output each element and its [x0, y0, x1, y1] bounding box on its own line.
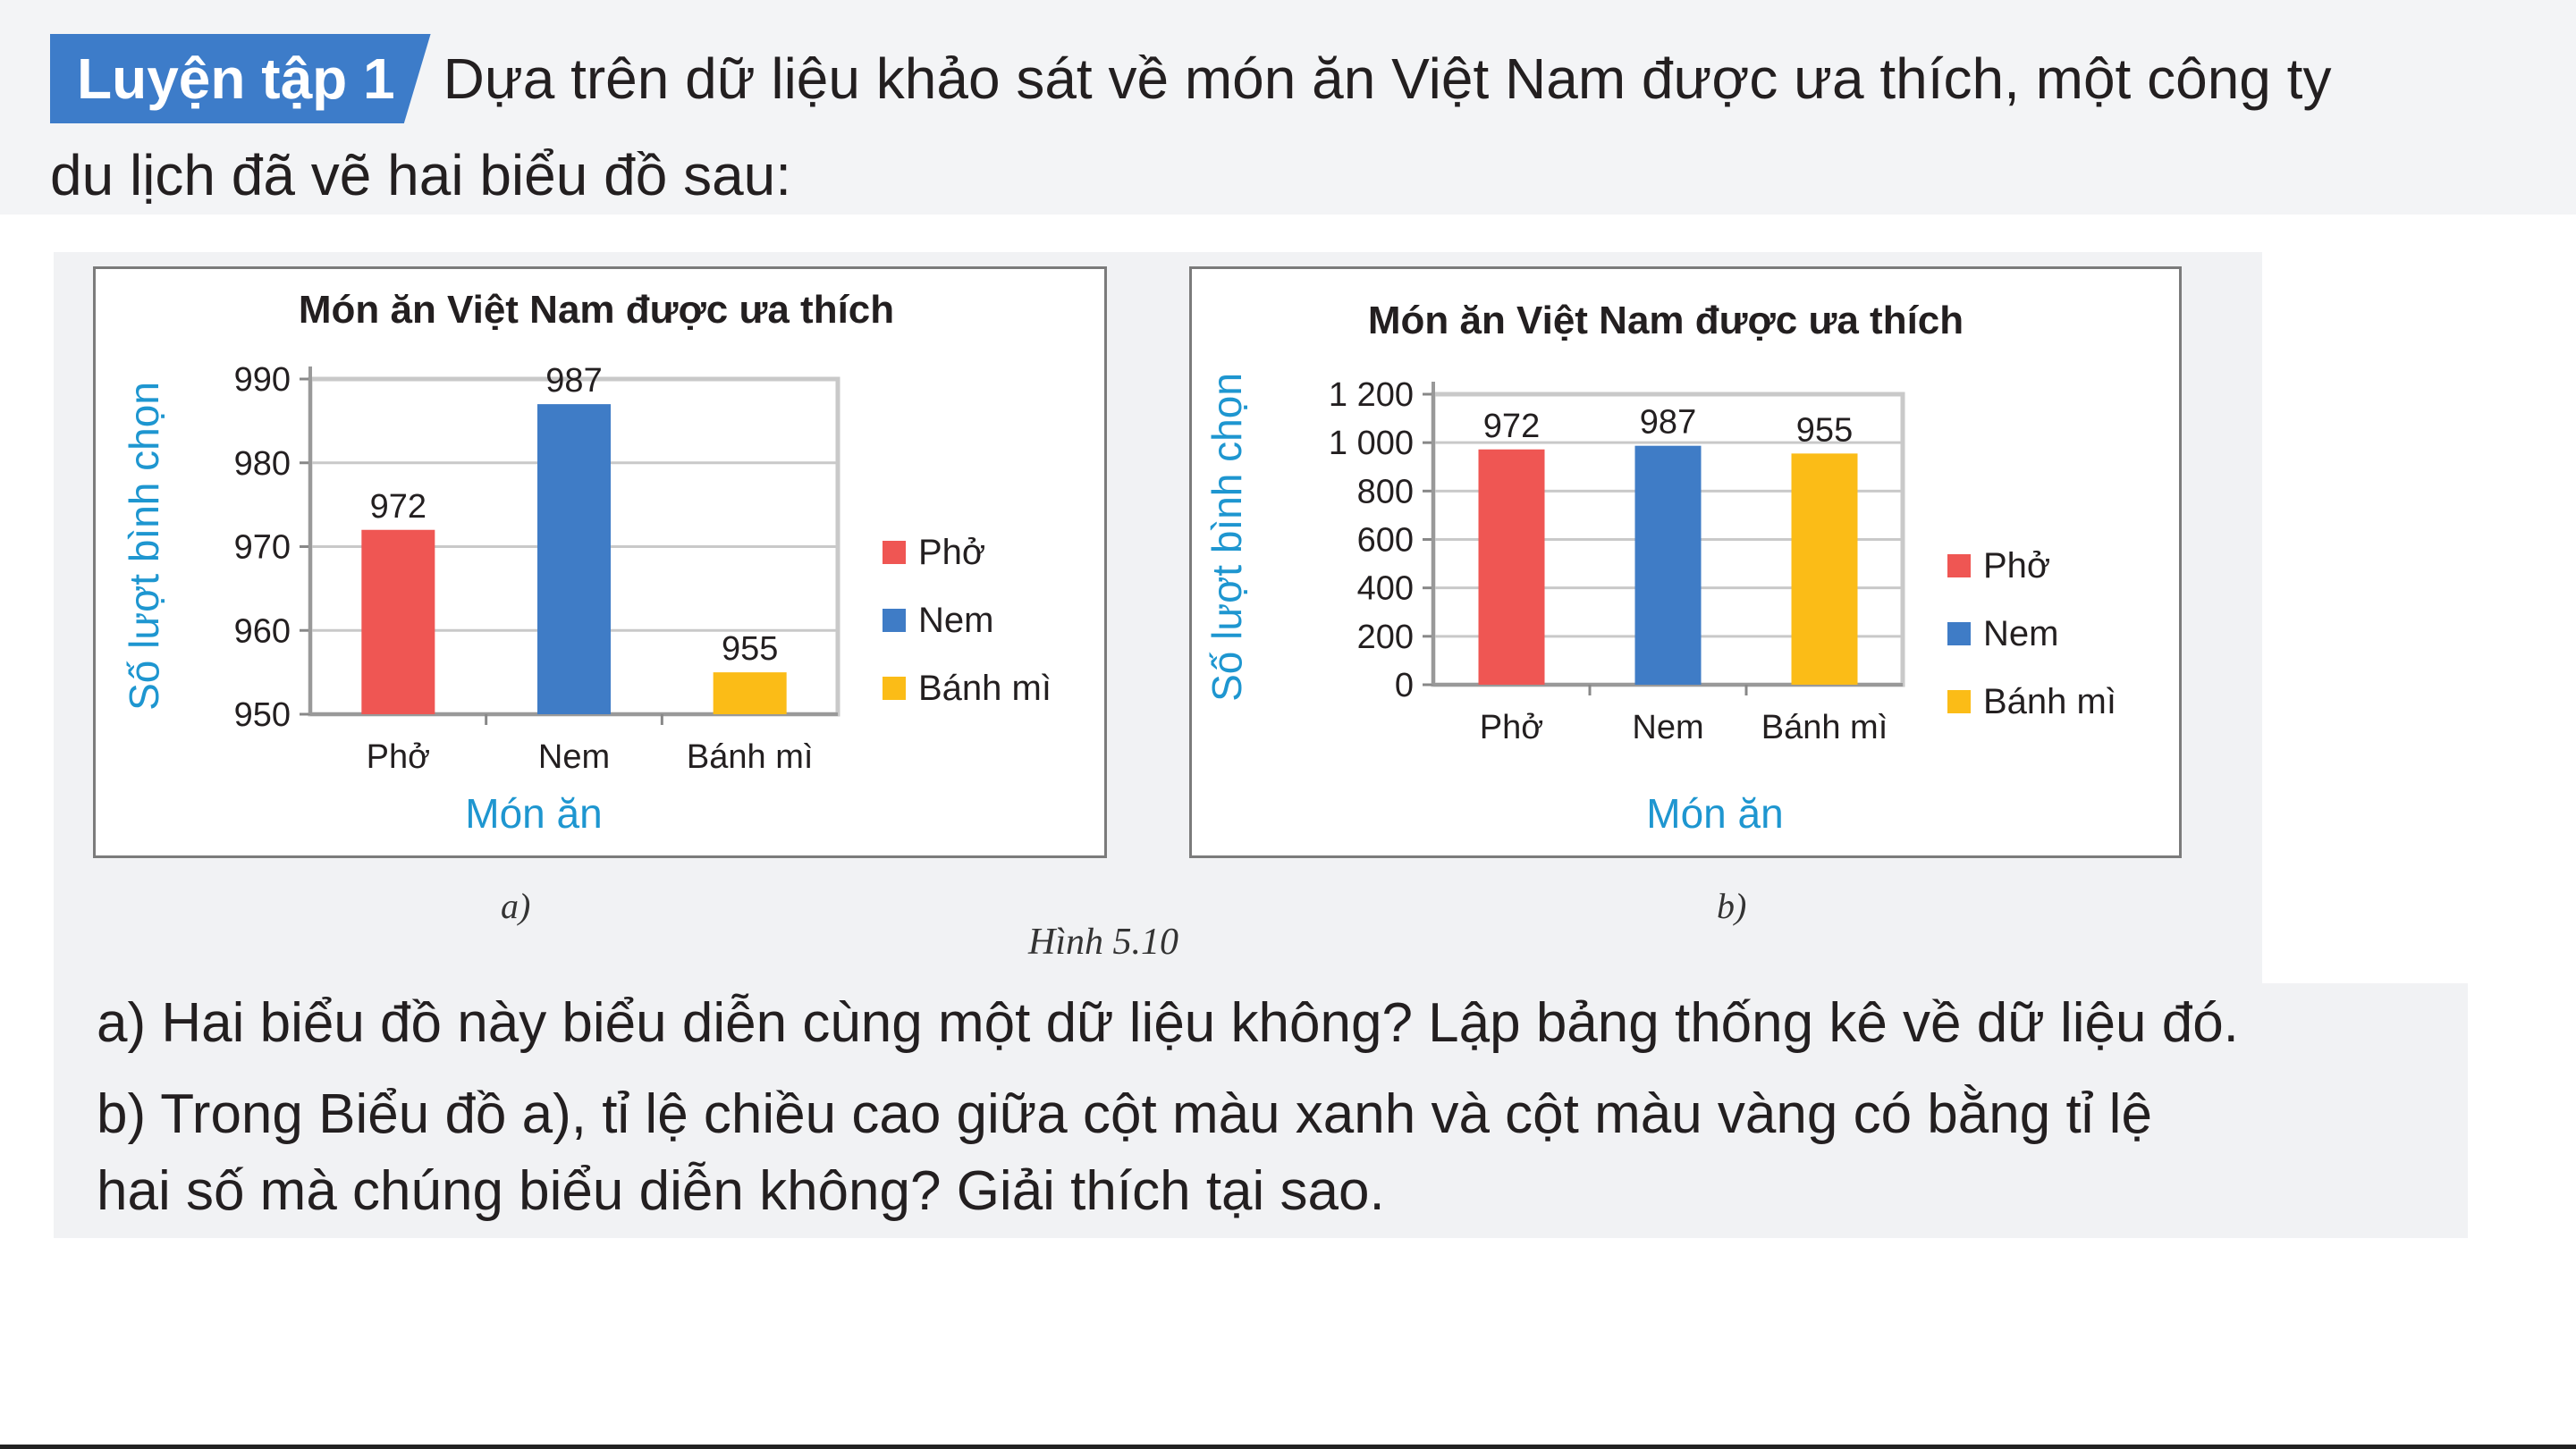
chart-a-y-axis-label: Số lượt bình chọn	[121, 382, 167, 711]
questions-block: a) Hai biểu đồ này biểu diễn cùng một dữ…	[54, 983, 2468, 1238]
chart-b-data-label: 972	[1483, 408, 1540, 445]
chart-b: Món ăn Việt Nam được ưa thích 0 200 400 600 8…	[1189, 266, 2182, 858]
chart-b-legend-label: Bánh mì	[1983, 682, 2116, 721]
chart-b-x-tick-label: Nem	[1632, 709, 1703, 746]
chart-a-y-tick-label: 950	[234, 696, 291, 734]
chart-b-legend-label: Nem	[1983, 614, 2058, 653]
chart-b-bar	[1478, 449, 1545, 685]
chart-b-legend-swatch	[1947, 690, 1971, 713]
chart-b-x-tick-label: Phở	[1480, 709, 1543, 746]
chart-a-y-tick-label: 990	[234, 361, 291, 399]
chart-a-bar	[361, 529, 435, 714]
chart-b-title: Món ăn Việt Nam được ưa thích	[1368, 299, 1964, 342]
chart-a-x-tick-label: Nem	[538, 738, 610, 776]
chart-a-bar	[713, 672, 787, 714]
chart-b-y-tick-label: 0	[1395, 667, 1414, 704]
question-b-line-2: hai số mà chúng biểu diễn không? Giải th…	[97, 1160, 1385, 1222]
chart-b-y-tick-label: 1 000	[1329, 425, 1414, 462]
chart-b-y-axis-label: Số lượt bình chọn	[1204, 373, 1250, 702]
chart-b-x-axis-label: Món ăn	[1646, 790, 1783, 837]
question-b-line-1: b) Trong Biểu đồ a), tỉ lệ chiều cao giữ…	[97, 1083, 2152, 1145]
chart-a-x-tick-label: Bánh mì	[687, 738, 814, 776]
chart-b-bar	[1634, 445, 1702, 685]
chart-b-legend-label: Phở	[1983, 546, 2050, 585]
chart-a-y-tick-label: 980	[234, 445, 291, 483]
page-bottom-rule	[0, 1445, 2576, 1449]
exercise-badge: Luyện tập 1	[50, 34, 431, 123]
chart-b-bar	[1791, 453, 1858, 685]
chart-a: Món ăn Việt Nam được ưa thích 950 960 970 98…	[93, 266, 1107, 858]
chart-b-data-label: 955	[1796, 411, 1853, 449]
chart-a-data-label: 955	[722, 630, 778, 668]
chart-a-title: Món ăn Việt Nam được ưa thích	[299, 288, 894, 332]
chart-a-x-tick-label: Phở	[367, 738, 430, 776]
chart-a-legend-swatch	[883, 609, 906, 632]
chart-b-svg: Món ăn Việt Nam được ưa thích 0 200 400 600 8…	[1204, 299, 2116, 837]
chart-a-data-label: 987	[545, 362, 602, 400]
intro-line-1: Dựa trên dữ liệu khảo sát về món ăn Việt…	[443, 46, 2332, 111]
chart-a-y-tick-label: 960	[234, 612, 291, 650]
chart-a-legend-swatch	[883, 677, 906, 700]
intro-line-2: du lịch đã vẽ hai biểu đồ sau:	[50, 143, 792, 207]
chart-b-y-tick-label: 1 200	[1329, 376, 1414, 414]
chart-a-legend-label: Phở	[918, 533, 985, 572]
chart-a-y-tick-label: 970	[234, 529, 291, 567]
question-a: a) Hai biểu đồ này biểu diễn cùng một dữ…	[97, 992, 2239, 1054]
chart-b-y-tick-label: 400	[1357, 570, 1414, 608]
chart-a-svg: Món ăn Việt Nam được ưa thích 950 960 970 98…	[121, 288, 1052, 837]
chart-b-y-tick-label: 600	[1357, 522, 1414, 560]
chart-a-sublabel: a)	[501, 886, 531, 926]
chart-a-legend-label: Bánh mì	[918, 669, 1052, 708]
chart-a-bar	[537, 404, 611, 714]
figure-caption: Hình 5.10	[1028, 922, 1178, 963]
chart-b-data-label: 987	[1640, 404, 1696, 442]
chart-b-legend-swatch	[1947, 554, 1971, 577]
chart-b-y-tick-label: 800	[1357, 473, 1414, 510]
chart-a-x-axis-label: Món ăn	[465, 790, 602, 837]
exercise-intro: Luyện tập 1 Dựa trên dữ liệu khảo sát về …	[50, 30, 2500, 223]
chart-a-data-label: 972	[370, 488, 427, 526]
chart-b-sublabel: b)	[1717, 886, 1747, 926]
chart-a-legend-label: Nem	[918, 601, 993, 640]
chart-b-x-tick-label: Bánh mì	[1761, 709, 1888, 746]
chart-b-legend-swatch	[1947, 622, 1971, 645]
chart-b-y-tick-label: 200	[1357, 619, 1414, 656]
chart-a-legend-swatch	[883, 541, 906, 564]
